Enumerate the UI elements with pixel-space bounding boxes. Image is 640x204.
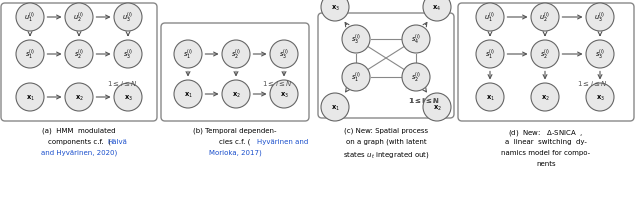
Text: $\mathbf{x}_1$: $\mathbf{x}_1$ — [26, 93, 35, 102]
Circle shape — [476, 4, 504, 32]
Text: components c.f.  (: components c.f. ( — [47, 138, 111, 145]
Circle shape — [270, 81, 298, 109]
Circle shape — [222, 81, 250, 109]
Circle shape — [114, 41, 142, 69]
Circle shape — [402, 64, 430, 92]
Text: $\mathbf{x}_3$: $\mathbf{x}_3$ — [280, 90, 289, 99]
Text: $u_1^{(i)}$: $u_1^{(i)}$ — [484, 11, 495, 25]
Text: nents: nents — [536, 160, 556, 166]
Text: $u_2^{(i)}$: $u_2^{(i)}$ — [540, 11, 550, 25]
Text: $\mathbf{x}_2$: $\mathbf{x}_2$ — [232, 90, 241, 99]
Circle shape — [114, 84, 142, 111]
Circle shape — [423, 94, 451, 121]
Circle shape — [586, 41, 614, 69]
Text: $\mathbf{x}_1$: $\mathbf{x}_1$ — [330, 103, 339, 112]
Text: $s_1^{(i)}$: $s_1^{(i)}$ — [485, 48, 495, 62]
Circle shape — [222, 41, 250, 69]
Text: $\mathbf{x}_2$: $\mathbf{x}_2$ — [541, 93, 549, 102]
Circle shape — [476, 41, 504, 69]
Text: $\mathbf{x}_1$: $\mathbf{x}_1$ — [486, 93, 495, 102]
Text: $s_2^{(i)}$: $s_2^{(i)}$ — [74, 48, 84, 62]
Circle shape — [65, 4, 93, 32]
Text: (c) New: Spatial process: (c) New: Spatial process — [344, 127, 428, 134]
Text: $s_1^{(i)}$: $s_1^{(i)}$ — [351, 71, 361, 85]
Text: (d)  New:   $\Delta$-SNICA  ,: (d) New: $\Delta$-SNICA , — [508, 127, 584, 137]
Text: $s_1^{(i)}$: $s_1^{(i)}$ — [25, 48, 35, 62]
Text: $s_3^{(i)}$: $s_3^{(i)}$ — [351, 33, 361, 47]
Text: Morioka, 2017): Morioka, 2017) — [209, 149, 261, 156]
Text: $s_1^{(i)}$: $s_1^{(i)}$ — [183, 48, 193, 62]
Circle shape — [174, 81, 202, 109]
Circle shape — [531, 84, 559, 111]
Text: cies c.f. (: cies c.f. ( — [220, 138, 251, 145]
Text: Hyvärinen and: Hyvärinen and — [257, 138, 308, 144]
Circle shape — [16, 84, 44, 111]
Text: $1 \leq i \leq N$: $1 \leq i \leq N$ — [410, 95, 440, 104]
Text: namics model for compo-: namics model for compo- — [501, 149, 591, 155]
Circle shape — [531, 41, 559, 69]
Circle shape — [531, 4, 559, 32]
Text: on a graph (with latent: on a graph (with latent — [346, 138, 426, 145]
Text: $\mathbf{x}_1$: $\mathbf{x}_1$ — [184, 90, 193, 99]
Circle shape — [402, 26, 430, 54]
Text: $\mathbf{x}_2$: $\mathbf{x}_2$ — [433, 103, 442, 112]
Circle shape — [321, 94, 349, 121]
Text: $s_4^{(i)}$: $s_4^{(i)}$ — [411, 33, 421, 47]
Text: $u_3^{(i)}$: $u_3^{(i)}$ — [595, 11, 605, 25]
Circle shape — [16, 4, 44, 32]
Circle shape — [114, 4, 142, 32]
Circle shape — [586, 84, 614, 111]
Text: a  linear  switching  dy-: a linear switching dy- — [505, 138, 587, 144]
Text: $s_2^{(i)}$: $s_2^{(i)}$ — [540, 48, 550, 62]
Text: $\mathbf{x}_2$: $\mathbf{x}_2$ — [75, 93, 83, 102]
Text: and Hyvärinen, 2020): and Hyvärinen, 2020) — [41, 149, 117, 156]
Circle shape — [476, 84, 504, 111]
Text: $s_3^{(i)}$: $s_3^{(i)}$ — [123, 48, 133, 62]
Text: $\mathbf{x}_3$: $\mathbf{x}_3$ — [330, 3, 339, 12]
Text: $s_3^{(i)}$: $s_3^{(i)}$ — [279, 48, 289, 62]
Text: $\mathbf{x}_3$: $\mathbf{x}_3$ — [124, 93, 132, 102]
Text: $\mathbf{x}_3$: $\mathbf{x}_3$ — [596, 93, 604, 102]
Circle shape — [65, 41, 93, 69]
Text: $s_2^{(i)}$: $s_2^{(i)}$ — [231, 48, 241, 62]
Text: $1 \leq i \leq N$: $1 \leq i \leq N$ — [577, 79, 608, 88]
Text: $u_3^{(i)}$: $u_3^{(i)}$ — [122, 11, 134, 25]
Circle shape — [174, 41, 202, 69]
Text: $1 \leq i \leq N$: $1 \leq i \leq N$ — [108, 79, 138, 88]
Text: $1 \leq i \leq N$: $1 \leq i \leq N$ — [262, 79, 293, 88]
Text: (a)  HMM  modulated: (a) HMM modulated — [42, 127, 116, 134]
Text: Hälvä: Hälvä — [107, 138, 127, 144]
Circle shape — [65, 84, 93, 111]
Circle shape — [270, 41, 298, 69]
Text: (b) Temporal dependen-: (b) Temporal dependen- — [193, 127, 276, 134]
Circle shape — [342, 26, 370, 54]
Circle shape — [321, 0, 349, 22]
Text: $s_2^{(i)}$: $s_2^{(i)}$ — [411, 71, 421, 85]
Text: $\mathbf{1 \leq i \leq N}$: $\mathbf{1 \leq i \leq N}$ — [408, 95, 440, 104]
Circle shape — [342, 64, 370, 92]
Circle shape — [423, 0, 451, 22]
Text: $u_1^{(i)}$: $u_1^{(i)}$ — [24, 11, 36, 25]
Text: $u_2^{(i)}$: $u_2^{(i)}$ — [74, 11, 84, 25]
Circle shape — [16, 41, 44, 69]
Text: $s_3^{(i)}$: $s_3^{(i)}$ — [595, 48, 605, 62]
Circle shape — [586, 4, 614, 32]
Text: $\mathbf{x}_4$: $\mathbf{x}_4$ — [433, 3, 442, 12]
Text: states $u_t$ integrated out): states $u_t$ integrated out) — [342, 149, 429, 159]
